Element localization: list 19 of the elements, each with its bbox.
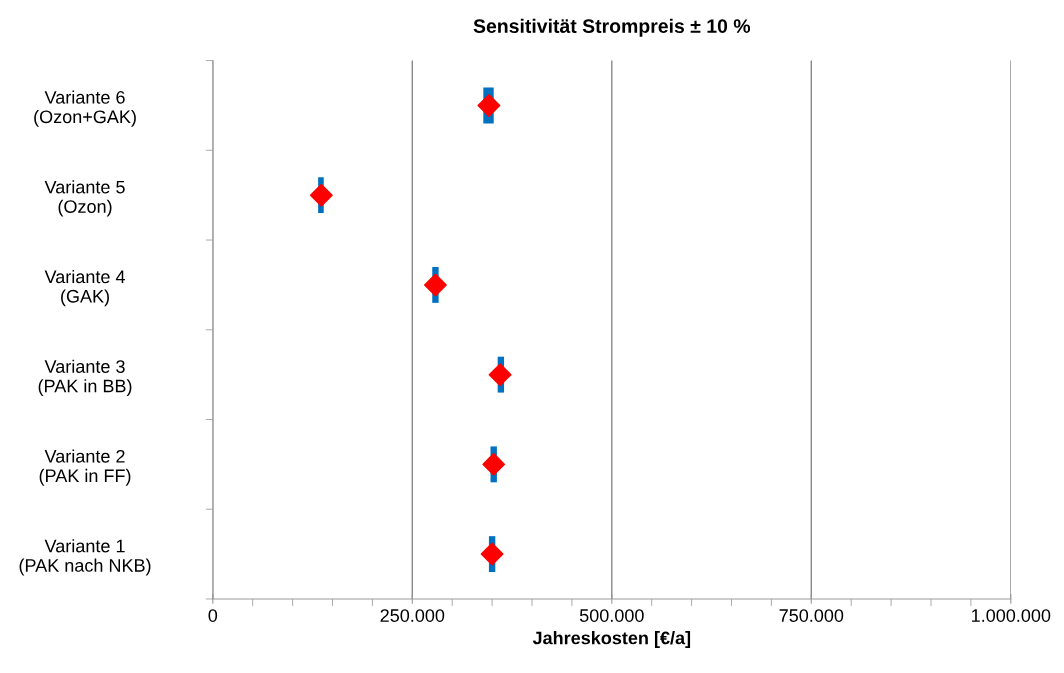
y-tick-label: Variante 3 (PAK in BB) — [38, 359, 132, 396]
point — [423, 273, 447, 297]
point — [480, 542, 504, 566]
y-tick-label: Variante 1 (PAK nach NKB) — [19, 539, 151, 576]
y-tick-label: Variante 5 (Ozon) — [44, 180, 125, 217]
x-tick-label: 500.000 — [579, 609, 644, 622]
point — [482, 452, 506, 476]
point — [488, 363, 512, 387]
x-axis-title: Jahreskosten [€/a] — [532, 631, 691, 648]
x-tick-label: 750.000 — [779, 609, 844, 622]
y-tick-label: Variante 6 (Ozon+GAK) — [34, 90, 136, 127]
x-tick-label: 250.000 — [380, 609, 445, 622]
point — [477, 93, 501, 117]
chart-title: Sensitivität Strompreis ± 10 % — [473, 18, 751, 37]
y-tick-label: Variante 4 (GAK) — [44, 269, 125, 307]
point — [309, 183, 333, 207]
x-tick-label: 0 — [208, 609, 218, 622]
x-tick-label: 1.000.000 — [972, 609, 1051, 622]
y-tick-label: Variante 2 (PAK in FF) — [39, 449, 131, 486]
